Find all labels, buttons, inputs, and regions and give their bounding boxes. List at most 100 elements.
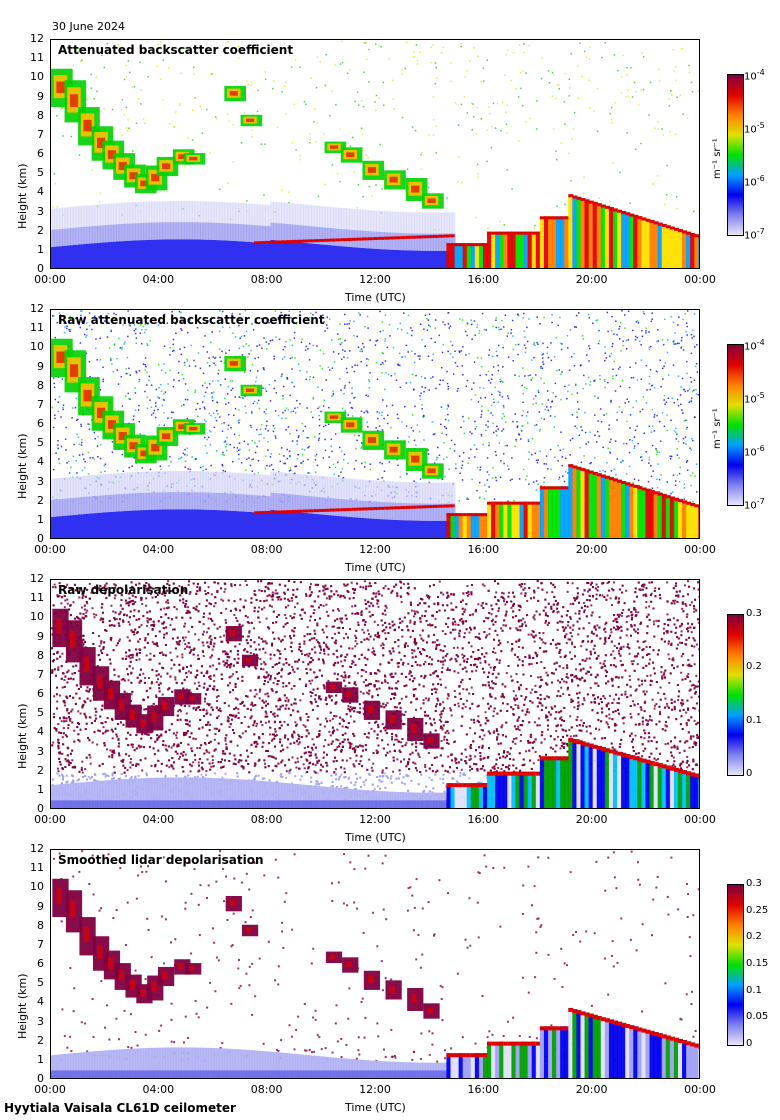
heatmap-cell xyxy=(641,455,643,458)
heatmap-cell xyxy=(522,468,525,471)
heatmap-cell xyxy=(324,514,329,538)
heatmap-cell xyxy=(477,176,480,178)
heatmap-cell xyxy=(170,239,174,268)
heatmap-cell xyxy=(264,204,269,227)
heatmap-cell xyxy=(685,322,688,325)
heatmap-cell xyxy=(186,358,188,361)
heatmap-cell xyxy=(377,478,379,481)
heatmap-cell xyxy=(179,457,182,460)
heatmap-cell xyxy=(619,385,622,388)
heatmap-cell xyxy=(222,451,224,454)
heatmap-cell xyxy=(332,477,337,499)
heatmap-cell xyxy=(221,422,223,425)
heatmap-cell xyxy=(416,63,419,65)
heatmap-cell xyxy=(422,233,426,251)
heatmap-cell xyxy=(204,335,206,337)
heatmap-cell xyxy=(340,508,347,512)
heatmap-cell xyxy=(531,453,533,456)
heatmap-cell xyxy=(542,363,545,366)
colorbar-tick-label: 10-5 xyxy=(744,121,765,136)
heatmap-cell xyxy=(381,477,383,479)
heatmap-cell xyxy=(478,513,484,538)
heatmap-cell xyxy=(660,385,662,388)
heatmap-cell xyxy=(618,338,621,340)
heatmap-cell xyxy=(238,453,240,456)
heatmap-cell xyxy=(149,468,152,471)
heatmap-cell xyxy=(243,511,247,538)
heatmap-cell xyxy=(157,408,159,411)
heatmap-cell xyxy=(353,397,355,399)
heatmap-cell xyxy=(485,424,487,426)
heatmap-cell xyxy=(129,223,134,241)
heatmap-cell xyxy=(533,343,535,346)
y-tick-label: 8 xyxy=(37,108,44,122)
heatmap-cell xyxy=(490,125,493,128)
heatmap-cell xyxy=(475,133,478,135)
heatmap-cell xyxy=(482,243,489,247)
heatmap-cell xyxy=(146,371,148,374)
heatmap-cell xyxy=(448,327,450,329)
heatmap-cell xyxy=(59,314,62,316)
heatmap-cell xyxy=(164,391,167,393)
heatmap-cell xyxy=(251,128,253,131)
heatmap-cell xyxy=(519,231,525,268)
heatmap-cell xyxy=(343,478,348,500)
heatmap-cell xyxy=(456,365,459,368)
heatmap-cell xyxy=(353,320,355,323)
heatmap-cell xyxy=(96,359,98,361)
heatmap-cell xyxy=(686,310,689,312)
heatmap-cell xyxy=(416,235,423,239)
heatmap-cell xyxy=(381,462,384,465)
heatmap-cell xyxy=(102,474,107,496)
heatmap-cell xyxy=(316,464,319,467)
heatmap-cell xyxy=(67,207,71,229)
heatmap-cell xyxy=(462,513,468,538)
heatmap-cell xyxy=(111,441,114,443)
heatmap-cell xyxy=(140,471,145,493)
heatmap-cell xyxy=(515,231,521,268)
heatmap-cell xyxy=(227,493,231,511)
heatmap-cell xyxy=(213,222,218,241)
heatmap-cell xyxy=(661,128,663,130)
heatmap-cell xyxy=(69,245,74,268)
heatmap-cell xyxy=(617,209,623,213)
heatmap-cell xyxy=(216,471,220,493)
heatmap-cell xyxy=(447,413,449,416)
heatmap-cell xyxy=(600,474,606,538)
heatmap-cell xyxy=(134,510,139,538)
heatmap-cell xyxy=(51,406,54,409)
heatmap-cell xyxy=(186,447,189,449)
heatmap-cell xyxy=(299,154,301,157)
heatmap-cell xyxy=(367,167,376,173)
heatmap-cell xyxy=(645,402,648,404)
heatmap-cell xyxy=(645,364,648,367)
heatmap-cell xyxy=(411,233,415,251)
heatmap-cell xyxy=(75,514,80,538)
heatmap-cell xyxy=(251,224,256,243)
heatmap-cell xyxy=(452,356,454,358)
heatmap-cell xyxy=(264,226,269,244)
heatmap-cell xyxy=(394,481,399,503)
heatmap-cell xyxy=(321,389,323,391)
heatmap-cell xyxy=(528,458,530,461)
heatmap-cell xyxy=(511,188,513,190)
heatmap-cell xyxy=(107,224,112,243)
heatmap-cell xyxy=(616,333,618,336)
heatmap-cell xyxy=(625,482,631,538)
heatmap-cell xyxy=(400,520,405,538)
heatmap-cell xyxy=(104,463,107,465)
heatmap-cell xyxy=(510,79,512,82)
heatmap-cell xyxy=(323,321,325,323)
heatmap-cell xyxy=(487,426,489,428)
heatmap-cell xyxy=(134,493,139,511)
heatmap-cell xyxy=(297,495,302,513)
heatmap-cell xyxy=(523,312,525,315)
heatmap-cell xyxy=(228,349,231,352)
heatmap-cell xyxy=(321,244,326,268)
heatmap-cell xyxy=(525,347,527,349)
heatmap-cell xyxy=(517,96,520,98)
heatmap-cell xyxy=(449,447,451,450)
heatmap-cell xyxy=(314,459,317,461)
heatmap-cell xyxy=(564,385,566,388)
heatmap-cell xyxy=(360,442,363,444)
